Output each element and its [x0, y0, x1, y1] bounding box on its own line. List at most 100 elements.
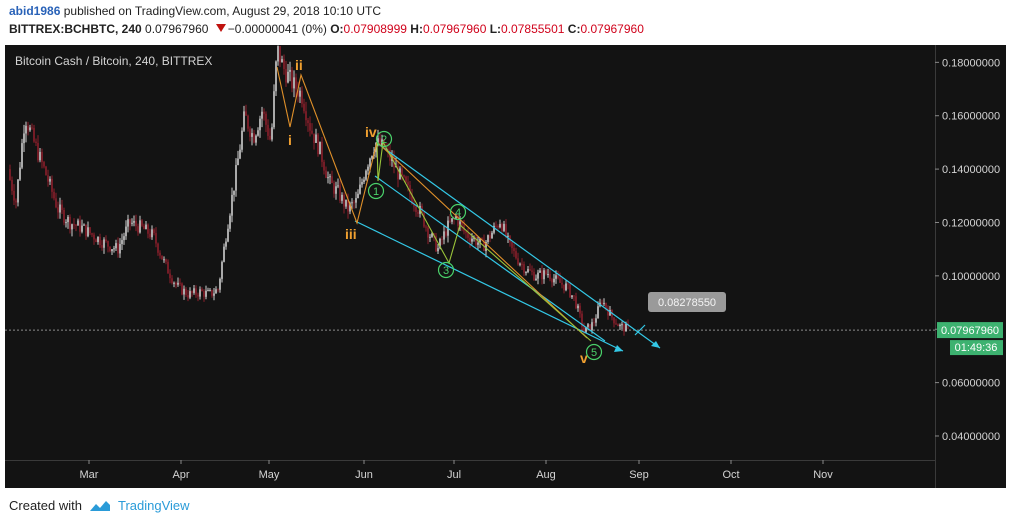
candle-body: [131, 222, 133, 224]
candle-body: [573, 295, 575, 297]
candle-body: [257, 130, 259, 136]
wave-circle-2: 2: [381, 134, 387, 146]
candle-body: [327, 177, 329, 179]
ohlc-line: BITTREX:BCHBTC, 240 0.07967960 −0.000000…: [9, 22, 644, 36]
candle-body: [411, 194, 413, 204]
candle-body: [95, 239, 97, 243]
candle-body: [261, 111, 263, 119]
candle-body: [253, 133, 255, 143]
candle-body: [109, 246, 111, 252]
y-tick-label: 0.16000000: [942, 111, 1000, 123]
candle-body: [323, 161, 325, 171]
tradingview-logo-icon[interactable]: [88, 498, 112, 512]
candle-body: [511, 241, 513, 249]
candle-body: [315, 134, 317, 143]
candle-body: [345, 199, 347, 207]
candle-body: [143, 225, 145, 230]
candle-series: [9, 45, 629, 336]
candle-body: [217, 289, 219, 291]
wave-labels: ii i iii iv v: [288, 57, 588, 366]
candle-body: [525, 272, 527, 274]
candle-body: [265, 113, 267, 125]
x-tick-label: May: [259, 469, 280, 481]
candle-body: [145, 224, 147, 230]
candle-body: [223, 246, 225, 262]
target-price-callout[interactable]: 0.08278550: [648, 292, 726, 312]
candle-body: [613, 317, 615, 324]
candle-body: [515, 251, 517, 259]
time-axis[interactable]: Mar Apr May Jun Jul Aug Sep Oct Nov: [80, 460, 834, 481]
candle-body: [341, 194, 343, 201]
candle-body: [409, 185, 411, 195]
candle-body: [371, 155, 373, 159]
chart-area[interactable]: Bitcoin Cash / Bitcoin, 240, BITTREX 0.1…: [5, 45, 1006, 488]
candle-body: [321, 141, 323, 162]
candle-body: [239, 149, 241, 159]
symbol-label: BITTREX:BCHBTC, 240: [9, 22, 142, 36]
candle-body: [17, 179, 19, 203]
candle-body: [307, 120, 309, 124]
candle-body: [591, 322, 593, 331]
candle-body: [197, 294, 199, 297]
candle-body: [75, 224, 77, 226]
candle-body: [273, 91, 275, 128]
footer: Created with TradingView: [0, 488, 1012, 523]
candle-body: [351, 202, 353, 204]
circle-1-icon: [367, 182, 385, 200]
candle-body: [297, 89, 299, 97]
candle-body: [543, 270, 545, 280]
candle-body: [209, 289, 211, 291]
candle-body: [481, 238, 483, 240]
candle-body: [437, 248, 439, 252]
candle-body: [189, 291, 191, 298]
tradingview-brand-link[interactable]: TradingView: [118, 498, 190, 513]
candle-body: [615, 323, 617, 325]
candle-body: [403, 175, 405, 177]
candle-body: [501, 224, 503, 231]
price-axis[interactable]: 0.18000000 0.16000000 0.14000000 0.12000000…: [935, 57, 1000, 443]
candle-body: [91, 233, 93, 235]
candle-body: [277, 46, 279, 62]
candle-body: [377, 138, 379, 143]
candle-body: [19, 167, 21, 180]
candle-body: [181, 283, 183, 295]
candle-body: [479, 238, 481, 243]
candle-body: [25, 125, 27, 134]
low-value: 0.07855501: [501, 22, 565, 36]
x-tick-label: Mar: [80, 469, 99, 481]
price-chart[interactable]: Bitcoin Cash / Bitcoin, 240, BITTREX 0.1…: [5, 45, 1006, 488]
candle-body: [569, 284, 571, 298]
candle-body: [441, 238, 443, 240]
wave-circle-4: 4: [455, 207, 461, 219]
candle-body: [193, 288, 195, 293]
candle-body: [379, 138, 381, 146]
candle-body: [617, 324, 619, 327]
candle-body: [299, 90, 301, 97]
candle-body: [275, 61, 277, 92]
author-link[interactable]: abid1986: [9, 4, 61, 18]
candle-body: [563, 284, 565, 291]
candle-body: [279, 46, 281, 63]
candle-body: [245, 111, 247, 116]
candle-body: [105, 239, 107, 242]
candle-body: [177, 282, 179, 285]
candle-body: [325, 170, 327, 178]
candle-body: [73, 224, 75, 226]
candle-body: [65, 222, 67, 224]
candle-body: [387, 148, 389, 150]
candle-body: [397, 165, 399, 180]
y-tick-label: 0.14000000: [942, 164, 1000, 176]
candle-body: [589, 324, 591, 331]
candle-body: [303, 103, 305, 112]
candle-body: [369, 158, 371, 167]
candle-body: [475, 237, 477, 245]
candle-body: [491, 232, 493, 239]
candle-body: [33, 127, 35, 142]
candle-body: [455, 216, 457, 219]
candle-body: [331, 176, 333, 184]
last-price: 0.07967960: [145, 22, 209, 36]
candle-body: [609, 310, 611, 316]
candle-body: [353, 202, 355, 204]
candle-body: [115, 243, 117, 249]
candle-body: [367, 166, 369, 171]
